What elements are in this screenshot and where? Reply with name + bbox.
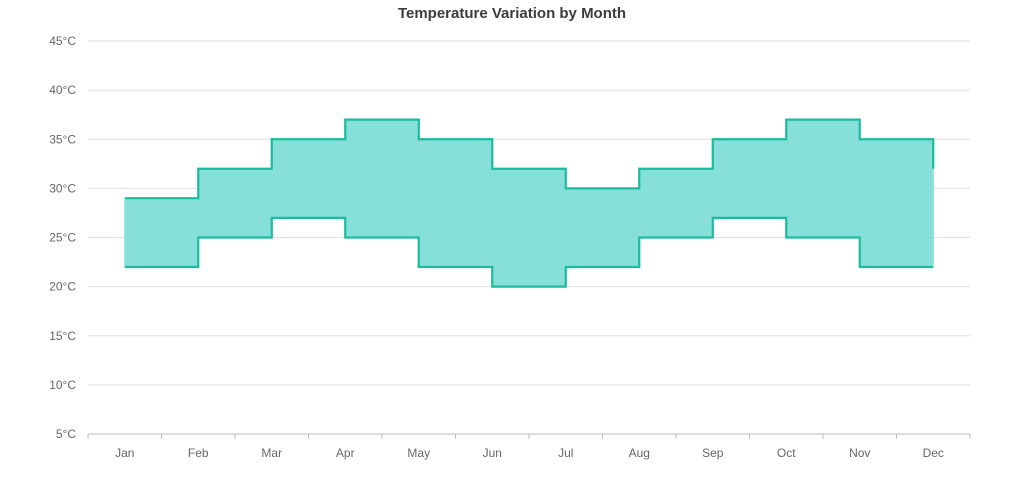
axis-layer: 5°C 10°C 15°C 20°C 25°C 30°C 35°C 40°C 45°C Jan Fe… [49, 34, 971, 460]
range-area-fill [124, 119, 934, 287]
x-tick-label: May [407, 446, 430, 460]
y-tick-label: 25°C [49, 231, 76, 245]
y-tick-label: 10°C [49, 378, 76, 392]
x-tick-label: Aug [629, 446, 650, 460]
x-tick-label: Oct [777, 446, 796, 460]
y-tick-label: 15°C [49, 329, 76, 343]
x-tick-label: Jan [115, 446, 134, 460]
y-tick-label: 20°C [49, 280, 76, 294]
x-tick-label: Dec [923, 446, 944, 460]
chart-title: Temperature Variation by Month [397, 5, 627, 22]
x-tick-label: Mar [261, 446, 282, 460]
series-layer [124, 118, 935, 288]
x-tick-label: Nov [849, 446, 870, 460]
y-tick-label: 5°C [56, 427, 76, 441]
y-tick-label: 35°C [49, 132, 76, 146]
y-tick-label: 30°C [49, 181, 76, 195]
x-tick-label: Sep [702, 446, 724, 460]
low-series-line [124, 216, 934, 288]
x-tick-label: Feb [188, 446, 209, 460]
x-tick-label: Jun [483, 446, 502, 460]
y-tick-label: 40°C [49, 83, 76, 97]
y-tick-label: 45°C [49, 34, 76, 48]
high-series-line [124, 118, 935, 200]
x-tick-label: Apr [336, 446, 355, 460]
x-tick-label: Jul [558, 446, 573, 460]
